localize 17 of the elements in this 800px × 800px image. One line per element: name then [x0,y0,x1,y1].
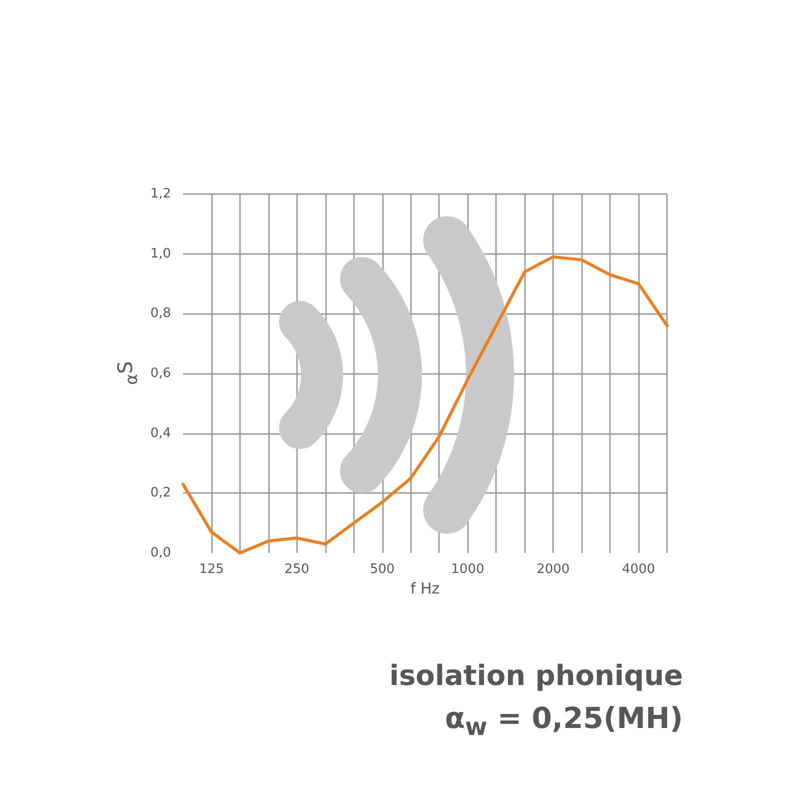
y-tick-label: 0,2 [150,486,171,501]
x-tick-label: 125 [199,562,224,577]
y-tick-label: 0,4 [150,426,171,441]
y-tick-label: 0,0 [150,546,171,560]
y-tick-label: 1,2 [150,186,171,202]
line-series [182,255,668,554]
y-tick-label: 0,6 [150,366,171,381]
x-tick-label: 1000 [451,562,484,577]
text: α$_{w}$ = 0,25(MH) [444,700,683,742]
y-tick-label: 1,0 [150,246,171,262]
text: isolation phonique [389,658,683,694]
y-tick-label: 0,8 [150,306,171,322]
x-tick-label: 250 [284,562,310,577]
x-axis-title: f Hz [410,580,440,598]
x-tick-label: 500 [370,562,395,577]
x-tick-label: 2000 [536,562,570,577]
x-tick-label: 4000 [622,562,656,577]
